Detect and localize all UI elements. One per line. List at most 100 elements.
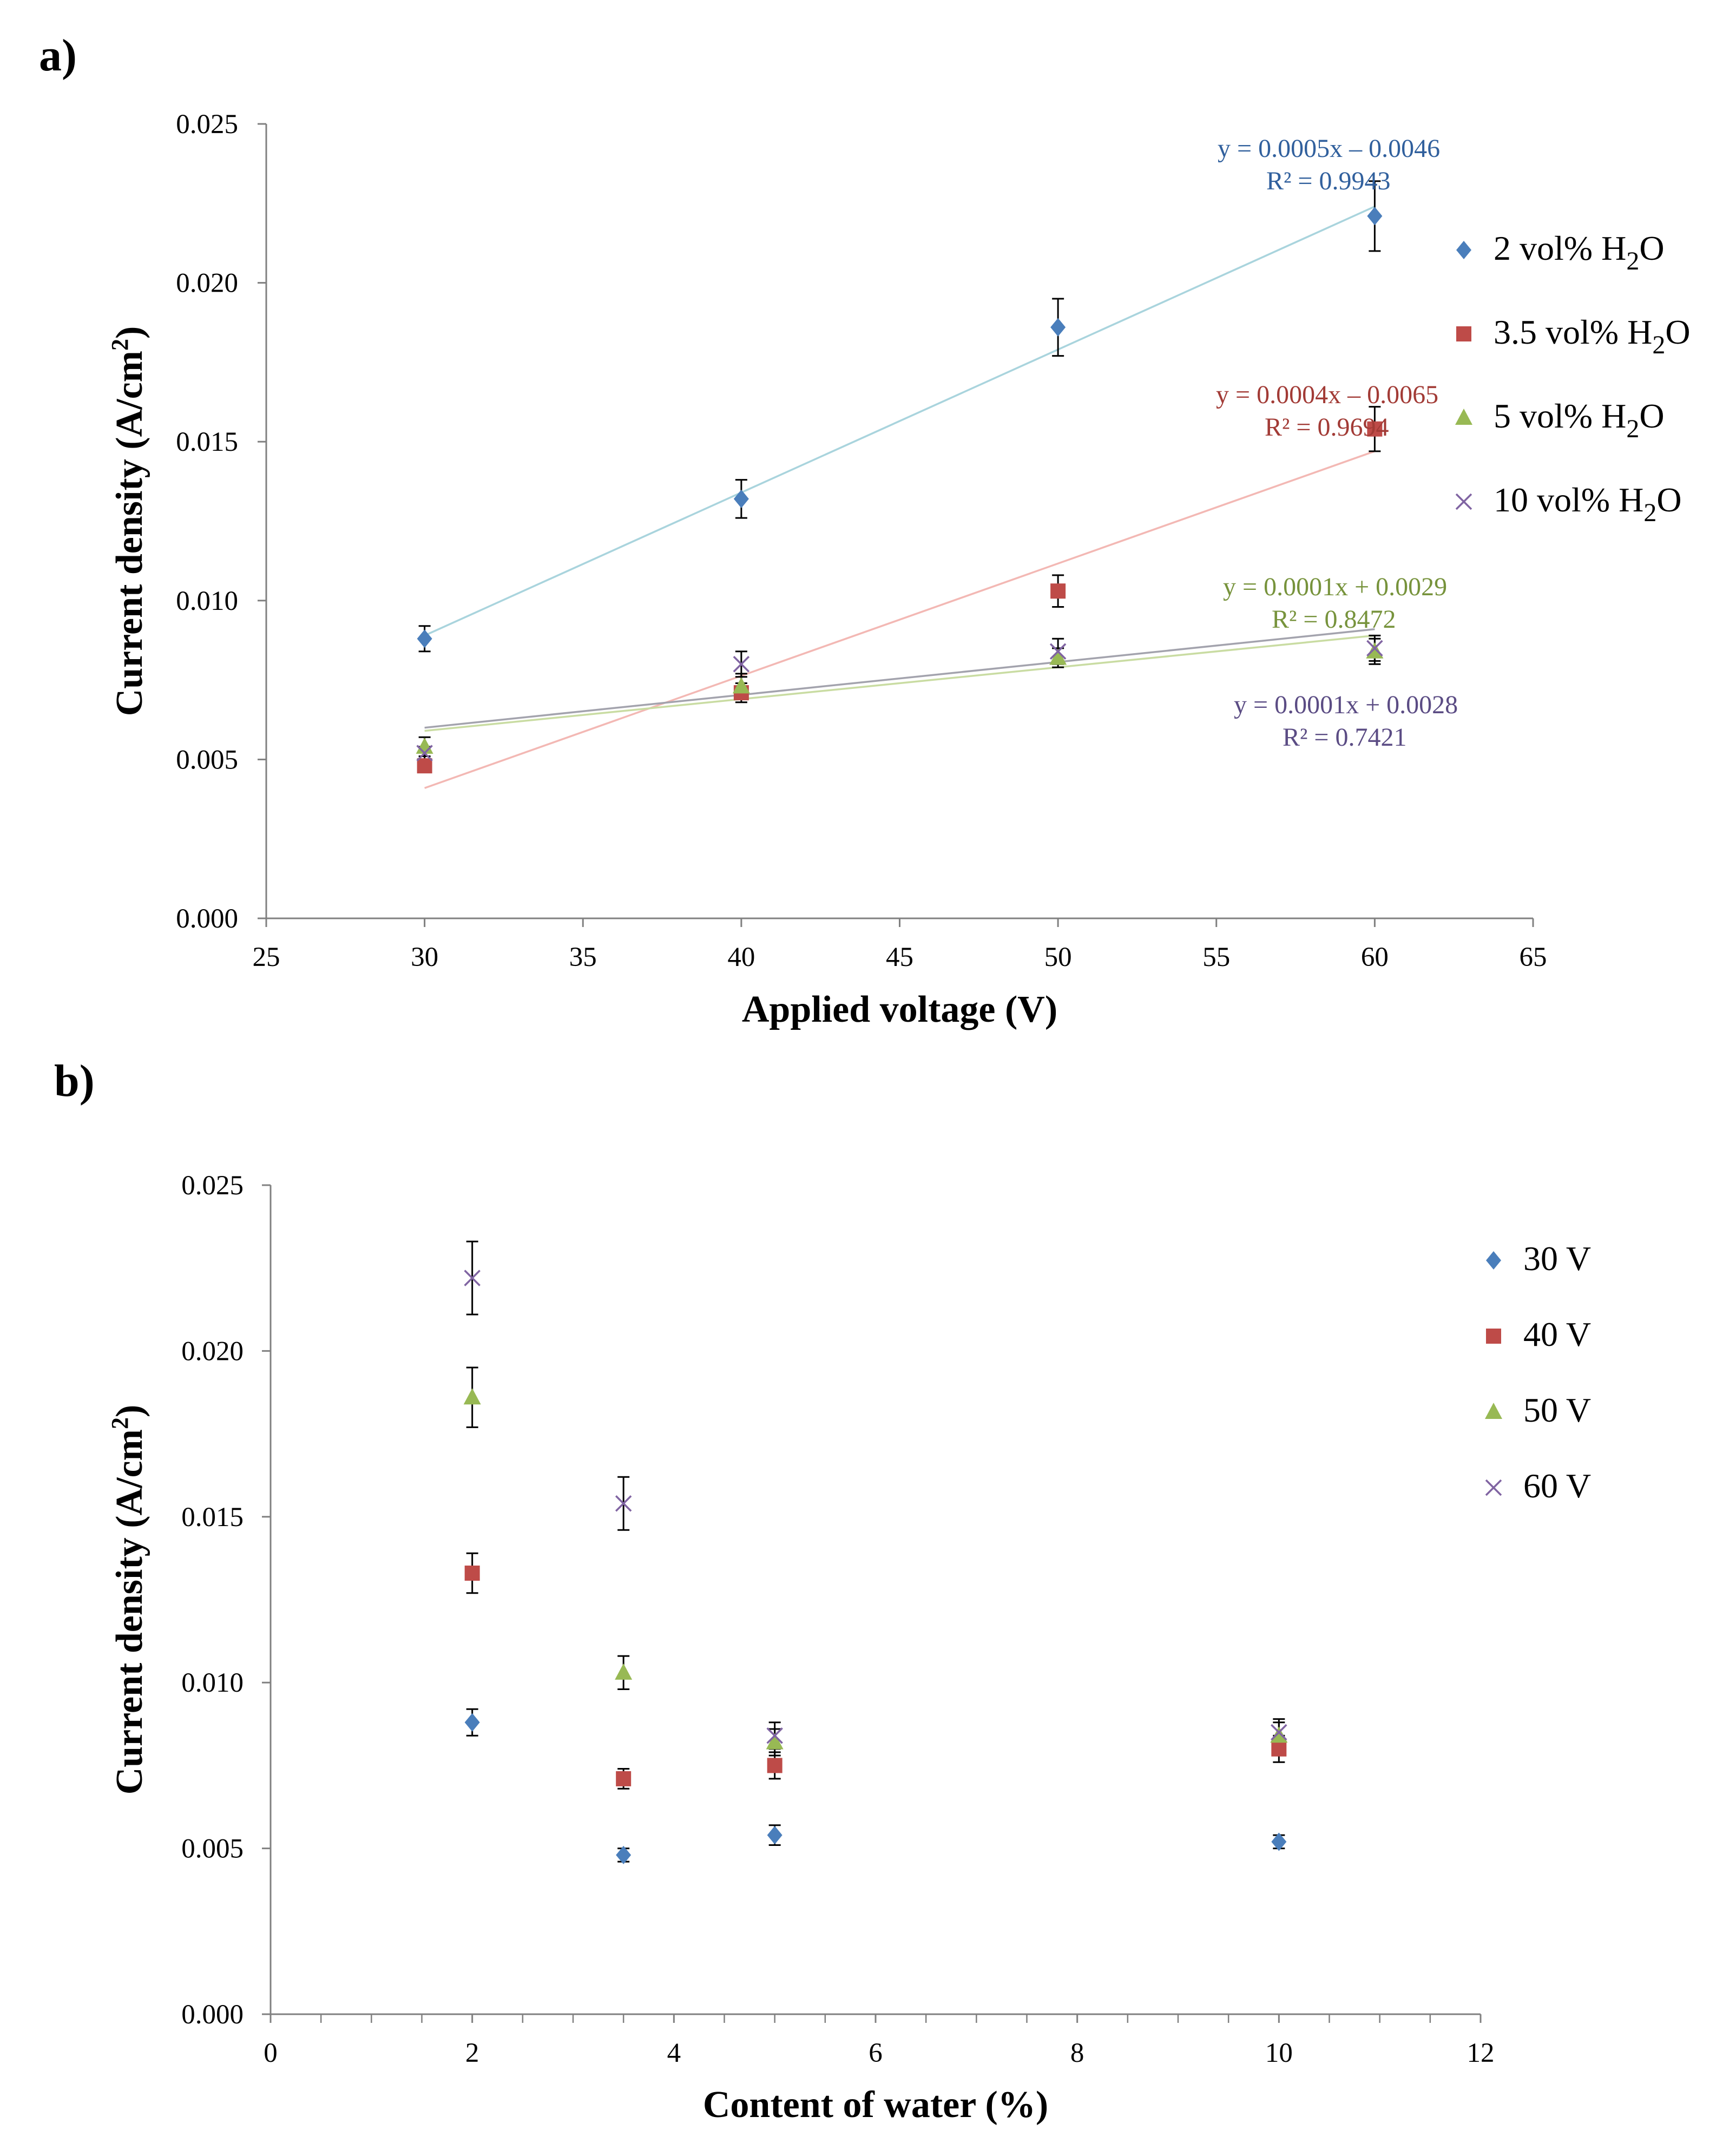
data-point bbox=[616, 1771, 632, 1786]
x-tick-label: 55 bbox=[1202, 942, 1230, 972]
data-point bbox=[1271, 1724, 1287, 1741]
legend-label-text: 40 V bbox=[1523, 1315, 1591, 1353]
legend-label: 3.5 vol% H2O bbox=[1494, 313, 1691, 359]
legend-label-text: 50 V bbox=[1523, 1391, 1591, 1429]
data-point bbox=[1049, 648, 1067, 665]
y-tick-label: 0.010 bbox=[176, 586, 238, 616]
trendline-equation: y = 0.0004x – 0.0065 bbox=[1216, 380, 1438, 409]
data-point bbox=[766, 1733, 784, 1750]
data-point-stroke bbox=[1366, 640, 1383, 657]
data-point bbox=[1049, 643, 1067, 660]
panel-label: b) bbox=[54, 1056, 95, 1106]
legend-label-sub: 2 bbox=[1626, 247, 1639, 275]
x-tick-label: 40 bbox=[727, 942, 755, 972]
y-tick-label: 0.020 bbox=[181, 1336, 244, 1366]
trendline-series-0 bbox=[424, 206, 1376, 636]
trendline-r2: R² = 0.9694 bbox=[1265, 413, 1389, 442]
data-point-stroke bbox=[766, 1727, 783, 1744]
legend-item-2: 50 V bbox=[1485, 1391, 1591, 1429]
legend-label: 5 vol% H2O bbox=[1494, 397, 1665, 443]
data-point bbox=[1367, 207, 1383, 226]
legend-label-end: O bbox=[1656, 481, 1681, 519]
legend-marker-stroke bbox=[1455, 493, 1472, 510]
series-0-markers bbox=[464, 1713, 1287, 1864]
legend-label-sub: 2 bbox=[1652, 331, 1665, 359]
y-tick-label: 0.015 bbox=[181, 1502, 244, 1533]
legend-marker bbox=[1455, 493, 1472, 510]
y-axis-label-text: Current density (A/cm bbox=[109, 1429, 150, 1794]
series-0-points bbox=[466, 1708, 1285, 1863]
legend-label: 50 V bbox=[1523, 1391, 1591, 1429]
legend-marker bbox=[1485, 1479, 1502, 1496]
data-point bbox=[464, 1270, 481, 1286]
x-tick-label: 65 bbox=[1520, 942, 1547, 972]
x-tick-label: 6 bbox=[869, 2038, 883, 2068]
y-axis-label-sup: 2 bbox=[107, 1417, 133, 1429]
data-point bbox=[1050, 318, 1066, 337]
x-tick-label: 60 bbox=[1361, 942, 1389, 972]
panel-label: a) bbox=[39, 30, 77, 81]
legend-item-1: 3.5 vol% H2O bbox=[1456, 313, 1691, 359]
y-axis-label-end: ) bbox=[109, 326, 150, 339]
data-point bbox=[1050, 583, 1066, 599]
legend-marker bbox=[1455, 409, 1472, 425]
legend-label-text: 30 V bbox=[1523, 1239, 1591, 1278]
data-point bbox=[766, 1727, 783, 1744]
series-2-points bbox=[466, 1366, 1285, 1757]
x-tick-label: 25 bbox=[253, 942, 280, 972]
x-tick-label: 2 bbox=[465, 2038, 479, 2068]
series-3-markers bbox=[464, 1270, 1287, 1744]
data-point bbox=[1271, 1832, 1287, 1851]
x-tick-label: 10 bbox=[1265, 2038, 1293, 2068]
legend-label-end: O bbox=[1639, 397, 1664, 435]
data-point bbox=[1366, 642, 1384, 659]
series-1-points bbox=[466, 1552, 1285, 1790]
x-tick-label: 35 bbox=[569, 942, 597, 972]
series-0-markers bbox=[417, 207, 1383, 648]
legend-label-text: 10 vol% H bbox=[1494, 481, 1643, 519]
trendline-series-3 bbox=[424, 628, 1375, 729]
data-point bbox=[464, 1565, 480, 1581]
legend-marker-stroke bbox=[1485, 1479, 1502, 1496]
data-point bbox=[733, 656, 750, 673]
y-tick-label: 0.005 bbox=[181, 1834, 244, 1864]
data-point-stroke bbox=[1049, 643, 1067, 660]
y-tick-label: 0.025 bbox=[176, 109, 238, 140]
data-point bbox=[767, 1758, 782, 1773]
y-axis-label-end: ) bbox=[109, 1405, 150, 1417]
trendline-equation: y = 0.0005x – 0.0046 bbox=[1218, 134, 1440, 163]
legend-label-text: 60 V bbox=[1523, 1467, 1591, 1505]
x-tick-label: 50 bbox=[1044, 942, 1072, 972]
legend-item-0: 2 vol% H2O bbox=[1456, 229, 1665, 275]
trendline-r2: R² = 0.7421 bbox=[1283, 723, 1406, 752]
y-tick-label: 0.020 bbox=[176, 268, 238, 299]
y-tick-label: 0.005 bbox=[176, 745, 238, 775]
legend-label-end: O bbox=[1665, 313, 1690, 351]
trendline-r2: R² = 0.9943 bbox=[1266, 167, 1390, 195]
y-axis-label-sup: 2 bbox=[107, 339, 133, 351]
x-axis-label: Content of water (%) bbox=[703, 2084, 1048, 2126]
legend-label-sub: 2 bbox=[1626, 415, 1639, 443]
legend-marker bbox=[1485, 1403, 1502, 1419]
data-point bbox=[615, 1663, 633, 1680]
legend-label: 60 V bbox=[1523, 1467, 1591, 1505]
y-tick-label: 0.010 bbox=[181, 1668, 244, 1698]
data-point-stroke bbox=[464, 1270, 481, 1286]
data-point bbox=[767, 1826, 782, 1845]
data-point-stroke bbox=[733, 656, 750, 673]
data-point bbox=[615, 1495, 632, 1512]
legend-item-1: 40 V bbox=[1486, 1315, 1591, 1353]
trendline-series-2 bbox=[424, 634, 1375, 732]
x-tick-label: 4 bbox=[667, 2038, 681, 2068]
chart-panel-a: a) 0.000 0.005 0.010 0.015 0.020 0.025 25 30 35 40… bbox=[39, 30, 1691, 1030]
data-point bbox=[464, 1713, 480, 1732]
series-1-markers bbox=[464, 1565, 1287, 1786]
data-point-stroke bbox=[1271, 1724, 1287, 1741]
legend-label-text: 5 vol% H bbox=[1494, 397, 1626, 435]
legend-marker bbox=[1486, 1329, 1501, 1344]
data-point bbox=[1366, 640, 1383, 657]
data-point bbox=[416, 737, 433, 754]
legend-label-sub: 2 bbox=[1643, 498, 1656, 527]
trendline-r2: R² = 0.8472 bbox=[1272, 605, 1396, 634]
series-2-markers bbox=[463, 1388, 1288, 1750]
